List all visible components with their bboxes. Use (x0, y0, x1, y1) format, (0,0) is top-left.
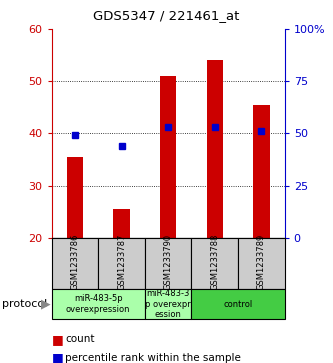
Bar (191, 289, 285, 319)
Bar (238, 238, 285, 289)
Text: ▶: ▶ (41, 298, 51, 310)
Text: ■: ■ (52, 351, 63, 363)
Text: GSM1233789: GSM1233789 (257, 234, 266, 290)
Text: percentile rank within the sample: percentile rank within the sample (65, 352, 241, 363)
Bar (98, 238, 145, 289)
Text: GSM1233787: GSM1233787 (117, 234, 126, 290)
Text: ■: ■ (52, 333, 63, 346)
Text: GSM1233788: GSM1233788 (210, 234, 219, 290)
Text: miR-483-5p
overexpression: miR-483-5p overexpression (66, 294, 131, 314)
Bar (67, 157, 83, 238)
Bar (113, 209, 130, 238)
Bar (52, 238, 98, 289)
Text: GSM1233786: GSM1233786 (70, 234, 80, 290)
Text: control: control (223, 299, 253, 309)
Bar (206, 60, 223, 238)
Bar (52, 289, 145, 319)
Bar (253, 105, 269, 238)
Text: count: count (65, 334, 95, 344)
Text: protocol: protocol (2, 299, 47, 309)
Bar (160, 76, 176, 238)
Text: GSM1233790: GSM1233790 (164, 234, 173, 290)
Bar (145, 238, 191, 289)
Text: miR-483-3
p overexpr
ession: miR-483-3 p overexpr ession (145, 289, 191, 319)
Bar (145, 289, 191, 319)
Bar (191, 238, 238, 289)
Text: GDS5347 / 221461_at: GDS5347 / 221461_at (93, 9, 240, 22)
